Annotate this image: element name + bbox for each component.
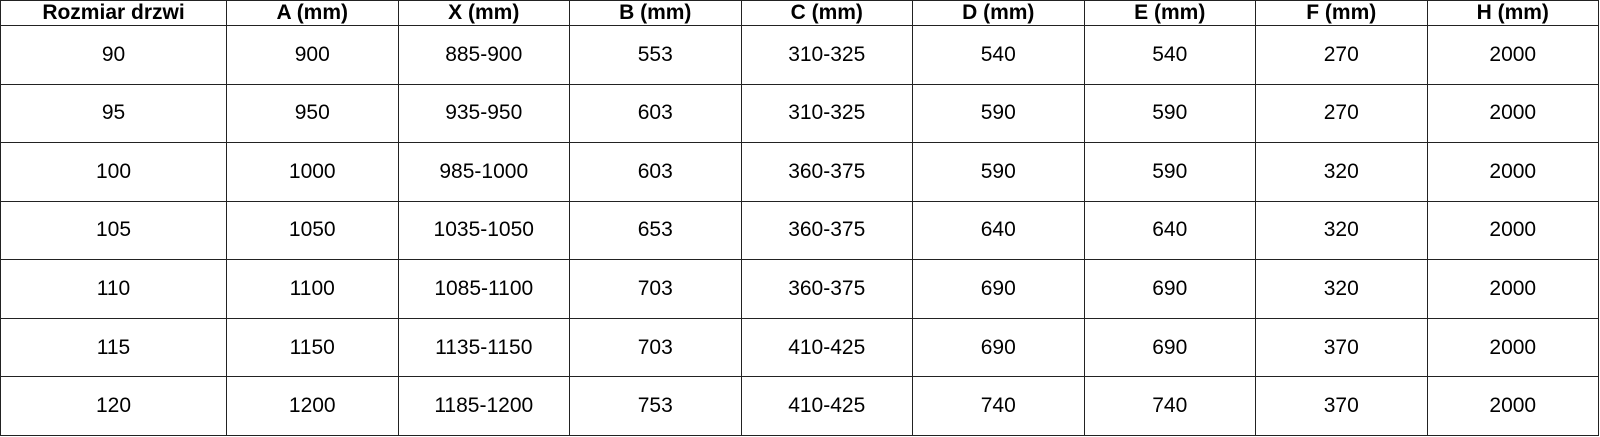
table-cell: 105 <box>0 200 227 261</box>
table-cell: 270 <box>1255 25 1428 85</box>
table-cell: 360-375 <box>740 200 913 261</box>
column-header: Rozmiar drzwi <box>0 0 227 26</box>
table-cell: 1185-1200 <box>397 376 570 436</box>
table-row: 120 1200 1185-1200 753 410-425 740 740 370 2000 <box>0 376 1599 436</box>
table-cell: 310-325 <box>740 25 913 85</box>
column-header: D (mm) <box>912 0 1085 26</box>
table-cell: 1100 <box>226 259 399 319</box>
table-cell: 1035-1050 <box>397 200 570 261</box>
column-header: X (mm) <box>397 0 570 26</box>
table-cell: 935-950 <box>397 83 570 144</box>
table-cell: 640 <box>912 200 1085 261</box>
table-cell: 2000 <box>1426 83 1599 144</box>
table-cell: 120 <box>0 376 227 436</box>
table-cell: 310-325 <box>740 83 913 144</box>
table-cell: 2000 <box>1426 376 1599 436</box>
table-cell: 690 <box>1083 259 1256 319</box>
table-cell: 540 <box>1083 25 1256 85</box>
table-cell: 370 <box>1255 376 1428 436</box>
table-cell: 320 <box>1255 200 1428 261</box>
table-cell: 115 <box>0 317 227 378</box>
table-cell: 360-375 <box>740 142 913 202</box>
table-cell: 360-375 <box>740 259 913 319</box>
table-cell: 2000 <box>1426 200 1599 261</box>
table-cell: 1085-1100 <box>397 259 570 319</box>
table-cell: 553 <box>569 25 742 85</box>
table-row: 90 900 885-900 553 310-325 540 540 270 2000 <box>0 25 1599 85</box>
table-cell: 690 <box>912 317 1085 378</box>
table-cell: 950 <box>226 83 399 144</box>
table-cell: 590 <box>912 142 1085 202</box>
table-cell: 1150 <box>226 317 399 378</box>
column-header: C (mm) <box>740 0 913 26</box>
table-cell: 690 <box>1083 317 1256 378</box>
column-header: H (mm) <box>1426 0 1599 26</box>
table-cell: 320 <box>1255 259 1428 319</box>
table-cell: 703 <box>569 317 742 378</box>
table-cell: 703 <box>569 259 742 319</box>
table-cell: 885-900 <box>397 25 570 85</box>
table-cell: 603 <box>569 83 742 144</box>
table-cell: 640 <box>1083 200 1256 261</box>
table-cell: 2000 <box>1426 25 1599 85</box>
table-row: 110 1100 1085-1100 703 360-375 690 690 320 2000 <box>0 259 1599 319</box>
table-row: 105 1050 1035-1050 653 360-375 640 640 320 2000 <box>0 200 1599 261</box>
table-cell: 740 <box>912 376 1085 436</box>
table-cell: 590 <box>1083 142 1256 202</box>
table-cell: 2000 <box>1426 142 1599 202</box>
table-cell: 270 <box>1255 83 1428 144</box>
table-cell: 1200 <box>226 376 399 436</box>
table-row: 115 1150 1135-1150 703 410-425 690 690 370 2000 <box>0 317 1599 378</box>
table-cell: 95 <box>0 83 227 144</box>
table-cell: 1050 <box>226 200 399 261</box>
column-header: B (mm) <box>569 0 742 26</box>
table-cell: 740 <box>1083 376 1256 436</box>
table-cell: 540 <box>912 25 1085 85</box>
table-cell: 410-425 <box>740 376 913 436</box>
column-header: E (mm) <box>1083 0 1256 26</box>
table-cell: 320 <box>1255 142 1428 202</box>
table-cell: 985-1000 <box>397 142 570 202</box>
table-row: 95 950 935-950 603 310-325 590 590 270 2000 <box>0 83 1599 144</box>
table-cell: 753 <box>569 376 742 436</box>
table-cell: 2000 <box>1426 317 1599 378</box>
column-header: A (mm) <box>226 0 399 26</box>
table-cell: 590 <box>1083 83 1256 144</box>
table-cell: 90 <box>0 25 227 85</box>
table-cell: 653 <box>569 200 742 261</box>
table-cell: 2000 <box>1426 259 1599 319</box>
table-cell: 690 <box>912 259 1085 319</box>
header-row: Rozmiar drzwi A (mm) X (mm) B (mm) C (mm) D (… <box>0 0 1599 26</box>
table-row: 100 1000 985-1000 603 360-375 590 590 320 2000 <box>0 142 1599 202</box>
table-cell: 603 <box>569 142 742 202</box>
column-header: F (mm) <box>1255 0 1428 26</box>
table-cell: 900 <box>226 25 399 85</box>
table-cell: 1135-1150 <box>397 317 570 378</box>
table-cell: 1000 <box>226 142 399 202</box>
table-cell: 110 <box>0 259 227 319</box>
table-cell: 410-425 <box>740 317 913 378</box>
table-cell: 370 <box>1255 317 1428 378</box>
table-cell: 100 <box>0 142 227 202</box>
table-cell: 590 <box>912 83 1085 144</box>
